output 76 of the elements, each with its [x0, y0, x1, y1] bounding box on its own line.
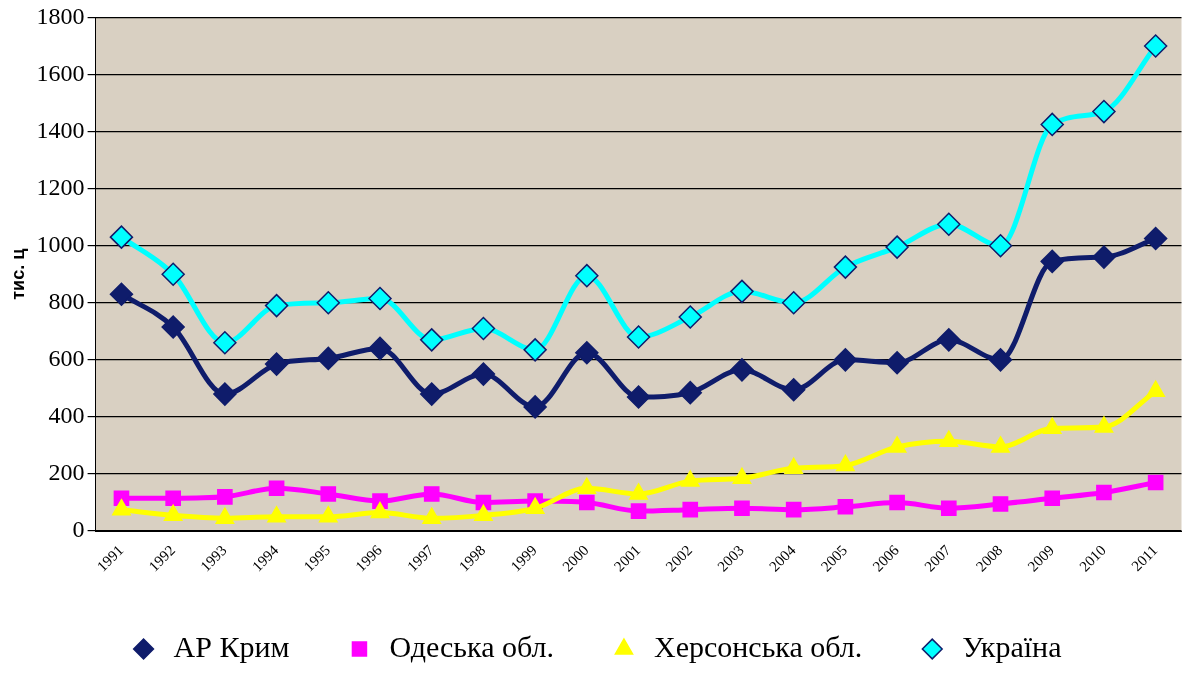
point: [368, 286, 392, 311]
point: [940, 500, 957, 517]
point: [678, 380, 703, 405]
y-tick-label: 1000: [36, 230, 85, 257]
point: [109, 282, 134, 306]
point: [630, 503, 647, 519]
point: [1096, 484, 1112, 501]
y-tick-label: 0: [72, 516, 85, 543]
point: [678, 305, 703, 329]
point: [885, 350, 909, 375]
point: [937, 328, 961, 352]
point: [471, 362, 496, 386]
point: [575, 263, 599, 288]
point: [988, 348, 1013, 372]
point: [1044, 490, 1061, 507]
point: [837, 498, 854, 515]
point: [885, 235, 909, 259]
point: [575, 340, 599, 365]
point: [161, 315, 185, 339]
y-tick-label: 400: [48, 402, 85, 429]
point: [1147, 474, 1164, 491]
point: [1040, 112, 1064, 137]
y-tick-label: 1800: [36, 2, 85, 29]
point: [730, 279, 754, 304]
point: [316, 346, 341, 371]
point: [781, 378, 806, 402]
y-tick-label: 800: [48, 288, 85, 315]
point: [1143, 34, 1168, 58]
y-tick-label: 1400: [36, 116, 85, 143]
point: [161, 262, 185, 286]
point: [1040, 249, 1064, 274]
point: [785, 501, 802, 518]
point: [213, 330, 237, 355]
y-tick-label: 600: [48, 345, 85, 372]
point: [889, 494, 905, 511]
point: [109, 225, 134, 249]
point: [833, 348, 858, 372]
point: [213, 382, 237, 406]
point: [1092, 245, 1116, 269]
y-tick-label: 1600: [36, 59, 85, 86]
legend-label: АР Крим: [173, 629, 290, 663]
point: [523, 338, 547, 362]
point: [992, 496, 1009, 512]
point: [419, 328, 444, 352]
point: [423, 486, 440, 502]
point: [320, 486, 337, 502]
point: [217, 488, 233, 505]
point: [579, 494, 595, 511]
y-tick-label: 200: [48, 459, 85, 486]
x-tick-label: 2011: [1128, 542, 1161, 575]
point: [730, 358, 754, 382]
point: [316, 291, 341, 315]
point: [471, 316, 496, 341]
legend-label: Одеська обл.: [389, 629, 554, 663]
point: [419, 382, 444, 406]
legend-label: Україна: [962, 629, 1062, 663]
y-tick-label: 1200: [36, 173, 85, 200]
point: [626, 325, 651, 349]
point: [264, 293, 289, 318]
legend-label: Херсонська обл.: [653, 629, 863, 663]
point: [268, 480, 285, 497]
x-tick-label: 1991: [93, 542, 127, 575]
point: [165, 490, 181, 507]
y-axis-title: тис. ц: [7, 248, 28, 300]
point: [368, 336, 392, 361]
point: [264, 352, 289, 376]
point: [937, 212, 961, 237]
point: [682, 501, 699, 518]
point: [833, 255, 858, 279]
point: [781, 291, 806, 315]
point: [988, 233, 1013, 258]
point: [523, 395, 547, 419]
point: [1092, 99, 1116, 124]
point: [1143, 226, 1168, 251]
point: [734, 500, 750, 517]
point: [626, 385, 651, 409]
